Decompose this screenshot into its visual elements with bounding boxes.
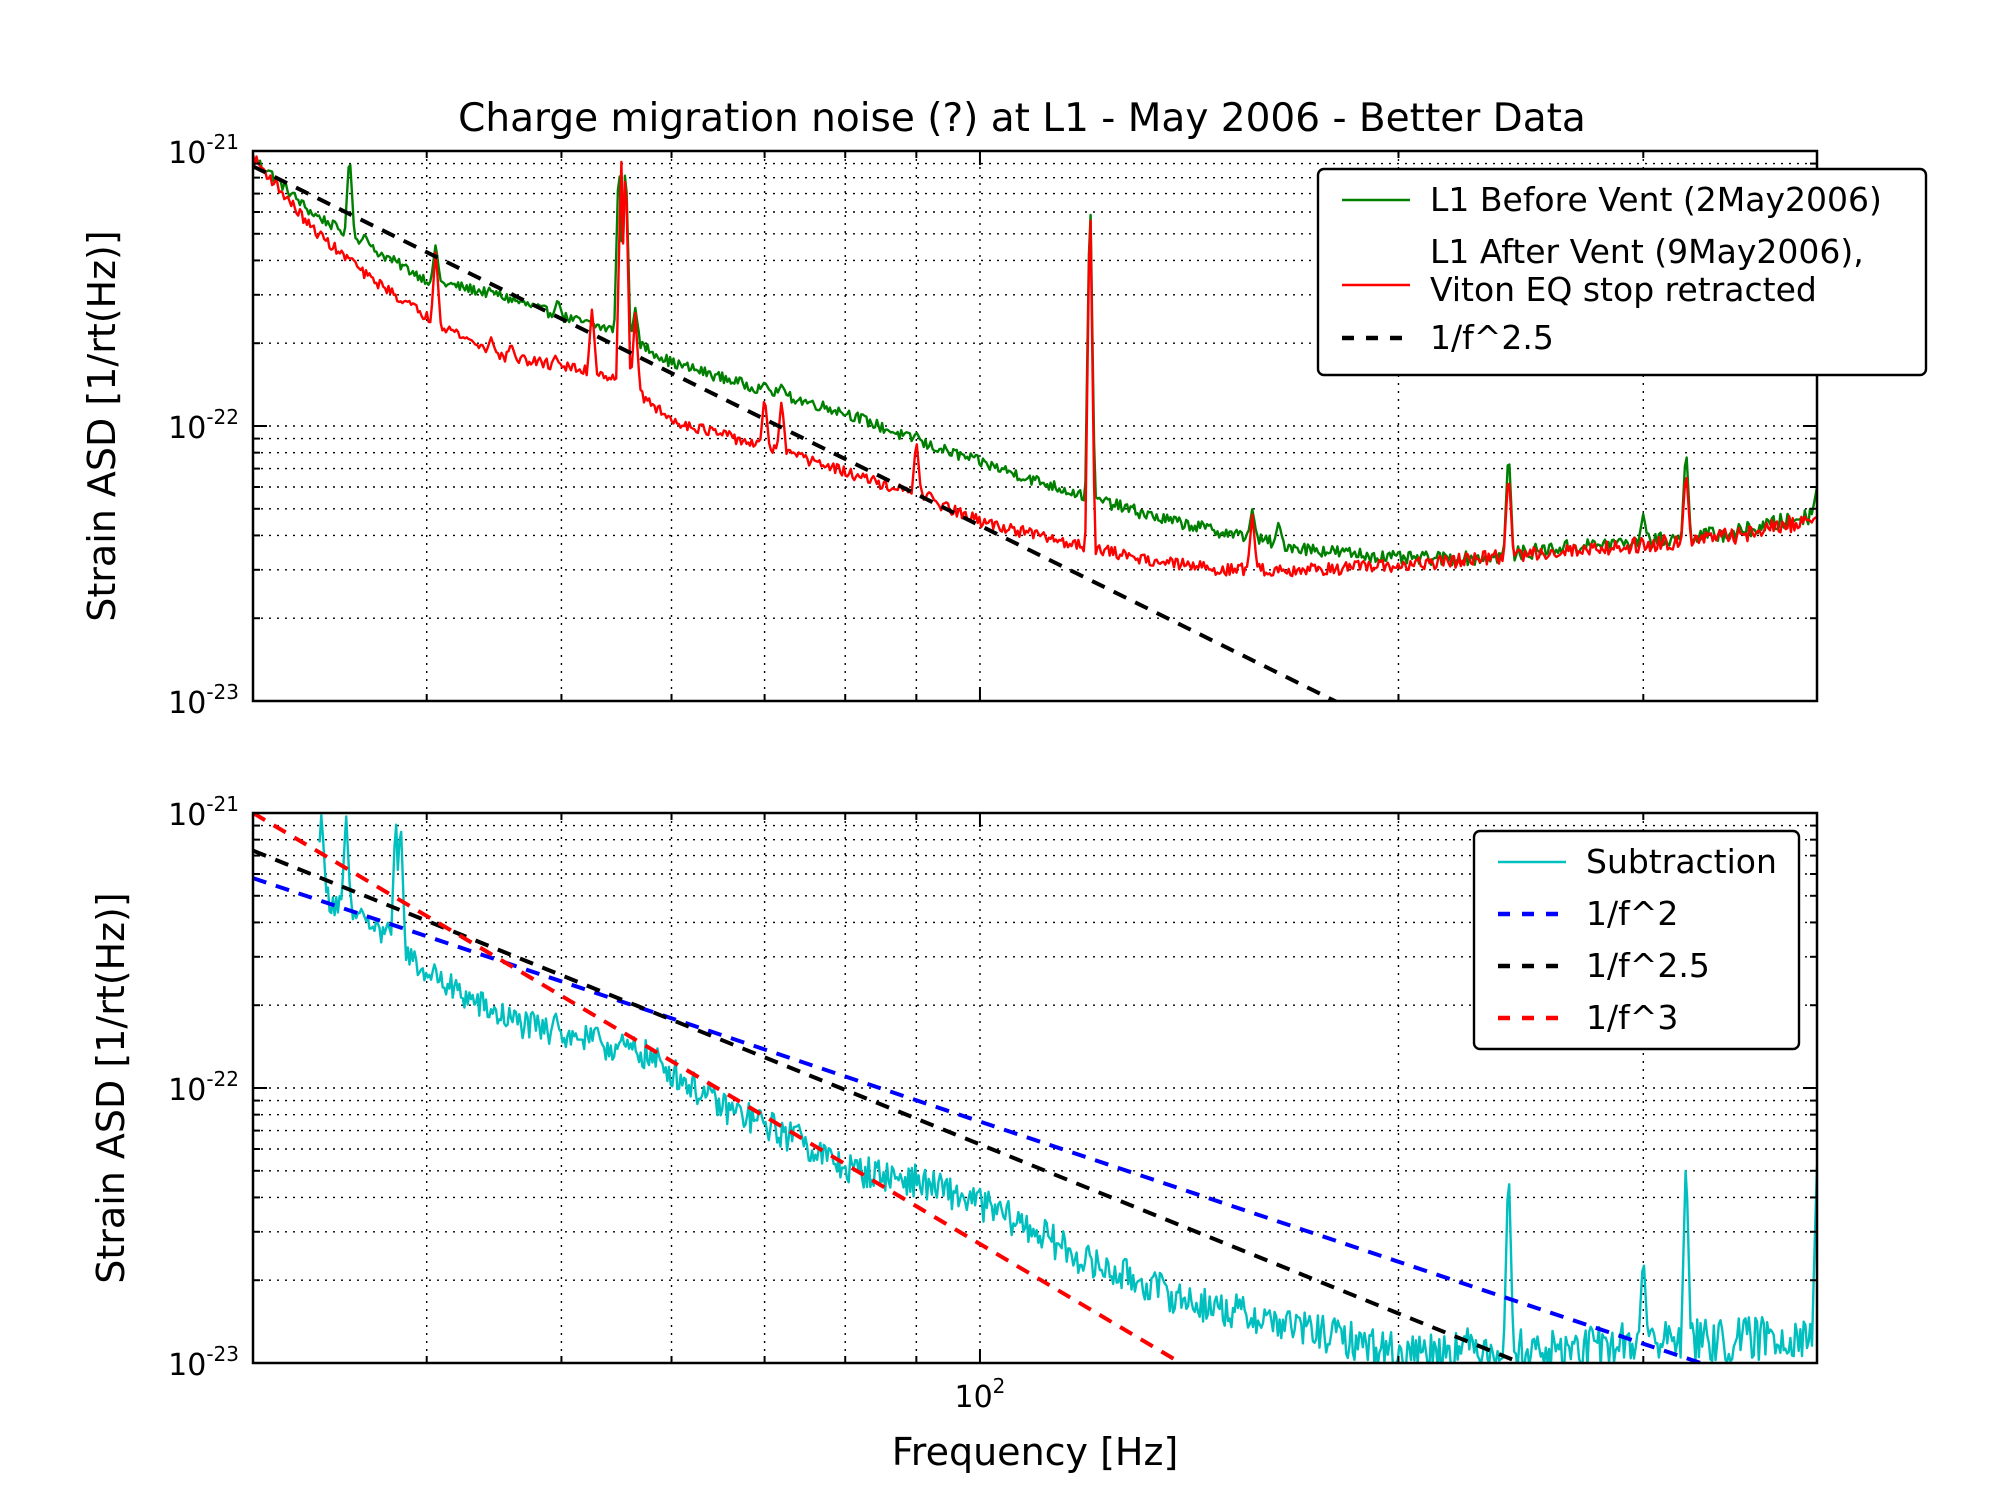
legend-label: 1/f^2 (1586, 894, 1678, 933)
y-tick-label-base: 10 (168, 1348, 206, 1383)
y-tick-label: 10-21 (168, 130, 239, 171)
legend-label: 1/f^3 (1586, 998, 1678, 1037)
series-line-1-f-3 (253, 813, 1185, 1363)
y-tick-label-exponent: -23 (206, 680, 239, 704)
series-line-l1-after-vent-9may2006-viton-eq-stop-retracted (253, 154, 1817, 578)
bottom-y-axis-label: Strain ASD [1/rt(Hz)] (89, 892, 133, 1283)
y-tick-label-base: 10 (168, 411, 206, 446)
y-tick-label-base: 10 (168, 798, 206, 833)
x-tick-label-base: 10 (954, 1380, 992, 1415)
y-tick-label: 10-23 (168, 1342, 239, 1383)
legend-label: 1/f^2.5 (1586, 946, 1710, 985)
y-tick-label: 10-22 (168, 1067, 239, 1108)
series-line-1-f-2-5 (253, 164, 1340, 701)
x-tick-label-exponent: 2 (993, 1374, 1006, 1398)
bottom-panel-plot-area (253, 813, 1817, 1363)
y-tick-label-exponent: -23 (206, 1342, 239, 1366)
top-legend: L1 Before Vent (2May2006) L1 After Vent (… (1316, 167, 1928, 377)
x-tick-label: 102 (954, 1374, 1005, 1415)
x-axis-label: Frequency [Hz] (892, 1430, 1179, 1474)
legend-box (1316, 167, 1928, 377)
figure-title: Charge migration noise (?) at L1 - May 2… (458, 96, 1586, 141)
bottom-legend: Subtraction 1/f^2 1/f^2.5 1/f^3 (1472, 829, 1801, 1051)
y-tick-label-base: 10 (168, 686, 206, 721)
legend-label-line: Viton EQ stop retracted (1430, 270, 1817, 309)
legend-label: Subtraction (1586, 842, 1777, 881)
legend-box (1472, 829, 1801, 1051)
top-y-axis-label: Strain ASD [1/rt(Hz)] (80, 230, 124, 621)
legend-label: 1/f^2.5 (1430, 318, 1554, 357)
legend-label: L1 After Vent (9May2006), Viton EQ stop r… (1430, 232, 1864, 309)
top-panel-plot-area (253, 154, 1817, 701)
y-tick-label: 10-21 (168, 792, 239, 833)
y-tick-label-exponent: -21 (206, 792, 239, 816)
y-tick-label-exponent: -22 (206, 1067, 239, 1091)
y-tick-label: 10-22 (168, 405, 239, 446)
series-line-l1-before-vent-2may2006 (253, 154, 1817, 567)
y-tick-label-base: 10 (168, 136, 206, 171)
y-tick-label: 10-23 (168, 680, 239, 721)
series-group (253, 813, 1817, 1363)
series-group (253, 154, 1817, 701)
y-tick-label-exponent: -22 (206, 405, 239, 429)
legend-label-line: L1 After Vent (9May2006), (1430, 232, 1864, 271)
legend-label: L1 Before Vent (2May2006) (1430, 180, 1882, 219)
series-line-subtraction (318, 814, 1817, 1363)
y-tick-label-exponent: -21 (206, 130, 239, 154)
series-line-1-f-2 (253, 876, 1702, 1363)
y-tick-label-base: 10 (168, 1073, 206, 1108)
